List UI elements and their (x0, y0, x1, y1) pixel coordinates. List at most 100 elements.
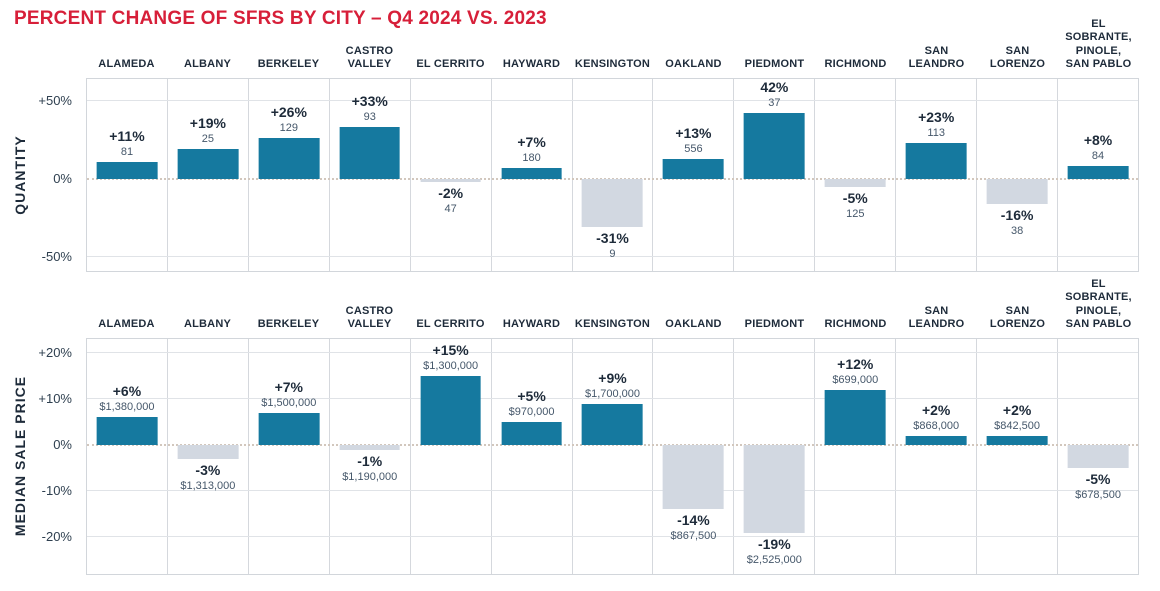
city-header: PIEDMONT (744, 317, 805, 330)
negative-bar (986, 178, 1048, 204)
bar-label: +23% 113 (890, 109, 982, 140)
bar-label: +2% $842,500 (971, 402, 1063, 433)
value-label: $678,500 (1075, 489, 1121, 502)
city-header: RICHMOND (824, 57, 887, 70)
city-column: -3% $1,313,000 (168, 339, 249, 574)
value-label: 129 (279, 122, 298, 135)
value-label: $1,500,000 (261, 396, 317, 409)
bar-label: +13% 556 (647, 125, 739, 156)
percent-label: +8% (1083, 132, 1113, 149)
percent-label: -5% (1085, 471, 1111, 488)
positive-bar (905, 143, 967, 179)
y-tick-label: +50% (38, 92, 72, 108)
bar-label: -14% $867,500 (647, 512, 739, 543)
positive-bar (743, 113, 805, 179)
positive-bar (339, 127, 401, 179)
city-header: CASTRO VALLEY (345, 304, 394, 330)
value-label: $1,300,000 (423, 359, 479, 372)
city-header: EL SOBRANTE, PINOLE, SAN PABLO (1065, 18, 1132, 70)
negative-bar (1067, 444, 1129, 468)
city-header: SAN LORENZO (989, 44, 1046, 70)
positive-bar (420, 375, 482, 445)
bar-label: +5% $970,000 (486, 388, 578, 419)
value-label: 37 (768, 97, 781, 110)
negative-bar (663, 444, 724, 510)
bar-label: -16% 38 (971, 207, 1063, 238)
bar-label: +9% $1,700,000 (567, 370, 659, 401)
bar-label: +11% 81 (81, 128, 173, 159)
quantity-y-axis-ticks: +50% 0% -50% (0, 78, 80, 272)
city-header: ALAMEDA (98, 317, 155, 330)
city-header: EL CERRITO (416, 317, 485, 330)
city-header: ALAMEDA (98, 57, 155, 70)
city-column: +7% $1,500,000 (249, 339, 330, 574)
city-header: ALBANY (183, 317, 232, 330)
city-column: 42% 37 (734, 79, 816, 271)
page-title: PERCENT CHANGE OF SFRS BY CITY – Q4 2024… (14, 8, 547, 29)
city-header: PIEDMONT (744, 57, 805, 70)
value-label: 9 (609, 248, 616, 261)
bar-label: -31% 9 (567, 230, 659, 261)
bar-label: 42% 37 (728, 79, 820, 110)
value-label: $867,500 (670, 530, 717, 543)
value-label: 47 (444, 203, 457, 216)
quantity-plot-area: +11% 81 +19% 25 +26% 129 +33% 93 -2% 47 +7% 180 -31%… (86, 78, 1139, 272)
value-label: $868,000 (913, 419, 960, 432)
city-header: KENSINGTON (574, 57, 651, 70)
negative-bar (743, 444, 805, 533)
city-header: EL CERRITO (416, 57, 485, 70)
bar-label: +26% 129 (243, 104, 335, 135)
positive-bar (986, 435, 1048, 445)
city-column: +15% $1,300,000 (411, 339, 492, 574)
quantity-chart: QUANTITY +50% 0% -50% ALAMEDA ALBANY BERKELE… (0, 18, 1160, 276)
city-column: -5% 125 (815, 79, 897, 271)
positive-bar (824, 389, 886, 445)
percent-label: +5% (517, 387, 546, 404)
positive-bar (258, 412, 320, 445)
value-label: 81 (120, 145, 134, 158)
city-column: +9% $1,700,000 (573, 339, 654, 574)
value-label: $2,525,000 (746, 553, 802, 566)
y-tick-label: 0% (53, 170, 72, 186)
value-label: $970,000 (508, 405, 555, 418)
city-column: +11% 81 (87, 79, 168, 271)
price-plot-area: +6% $1,380,000 -3% $1,313,000 +7% $1,500,000-… (86, 338, 1139, 575)
city-header: EL SOBRANTE, PINOLE, SAN PABLO (1065, 278, 1132, 330)
city-header: CASTRO VALLEY (345, 44, 394, 70)
y-tick-label: -50% (41, 248, 72, 264)
city-column: -19% $2,525,000 (734, 339, 816, 574)
city-column: +13% 556 (653, 79, 735, 271)
value-label: 180 (522, 151, 541, 164)
bar-label: +19% 25 (162, 115, 254, 146)
bar-label: +8% 84 (1052, 132, 1144, 163)
positive-bar (582, 403, 643, 445)
city-header: KENSINGTON (574, 317, 651, 330)
bar-label: +7% 180 (486, 134, 578, 165)
city-column: -14% $867,500 (653, 339, 735, 574)
value-label: 38 (1010, 224, 1024, 237)
positive-bar (905, 435, 967, 445)
value-label: $1,313,000 (180, 479, 236, 492)
percent-label: +2% (921, 401, 951, 418)
percent-label: +23% (918, 109, 955, 125)
city-header: HAYWARD (502, 317, 561, 330)
bar-label: +12% $699,000 (809, 356, 901, 387)
gridline (87, 490, 1138, 492)
percent-label: +6% (112, 383, 142, 400)
negative-bar (177, 444, 239, 459)
city-header: SAN LEANDRO (908, 44, 965, 70)
city-header: SAN LORENZO (989, 304, 1046, 330)
percent-label: -16% (1000, 206, 1034, 223)
percent-label: -2% (438, 185, 464, 202)
y-tick-label: +10% (38, 390, 72, 406)
city-column: +6% $1,380,000 (87, 339, 168, 574)
negative-bar (824, 178, 886, 187)
percent-label: -3% (195, 461, 221, 478)
positive-bar (663, 158, 724, 179)
positive-bar (501, 167, 562, 179)
percent-label: +7% (517, 133, 546, 150)
percent-label: +13% (675, 124, 712, 141)
percent-label: +33% (351, 93, 388, 110)
city-header: BERKELEY (257, 317, 320, 330)
value-label: $1,700,000 (584, 387, 641, 400)
